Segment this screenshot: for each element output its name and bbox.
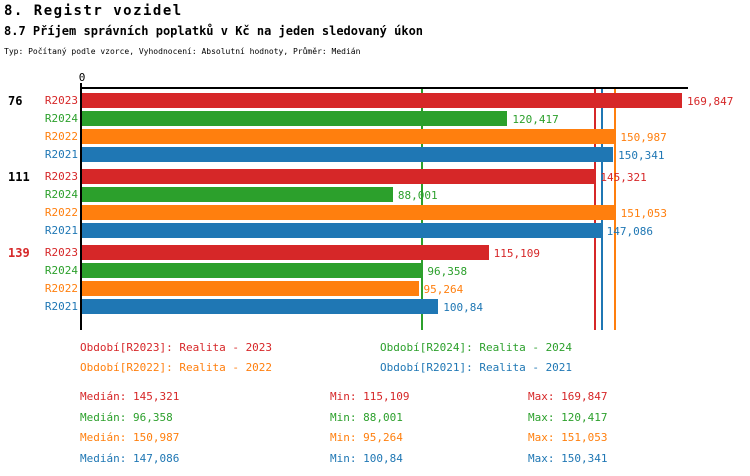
bar-value-label: 96,358 xyxy=(427,265,468,278)
bar-value-label: 169,847 xyxy=(687,95,734,108)
legend-item-r2023: Období[R2023]: Realita - 2023 xyxy=(80,341,273,354)
stat-min-r2024: Min: 88,001 xyxy=(330,411,403,424)
series-label-r2023: R2023 xyxy=(44,170,78,183)
bar-r2024 xyxy=(82,187,393,202)
stat-min-r2022: Min: 95,264 xyxy=(330,431,403,444)
legend-item-r2024: Období[R2024]: Realita - 2024 xyxy=(380,341,573,354)
chart-title: 8.7 Příjem správních poplatků v Kč na je… xyxy=(4,24,424,38)
stat-median-r2024: Medián: 96,358 xyxy=(80,411,173,424)
stat-min-r2023: Min: 115,109 xyxy=(330,390,410,403)
series-label-r2021: R2021 xyxy=(44,148,78,161)
chart-meta: Typ: Počítaný podle vzorce, Vyhodnocení:… xyxy=(4,47,361,56)
x-axis-line xyxy=(80,87,688,89)
bar-r2022 xyxy=(82,205,616,220)
series-label-r2023: R2023 xyxy=(44,94,78,107)
bar-value-label: 100,84 xyxy=(443,301,483,314)
bar-value-label: 147,086 xyxy=(606,225,653,238)
bar-r2023 xyxy=(82,245,489,260)
group-label: 139 xyxy=(8,246,30,260)
bar-value-label: 151,053 xyxy=(620,207,667,220)
bar-value-label: 115,109 xyxy=(493,247,540,260)
series-label-r2022: R2022 xyxy=(44,130,78,143)
group-label: 76 xyxy=(8,94,23,108)
series-label-r2021: R2021 xyxy=(44,300,78,313)
bar-value-label: 150,987 xyxy=(620,131,667,144)
bar-r2023 xyxy=(82,169,596,184)
bar-value-label: 120,417 xyxy=(512,113,559,126)
group-label: 111 xyxy=(8,170,30,184)
bar-r2022 xyxy=(82,281,419,296)
legend-item-r2021: Období[R2021]: Realita - 2021 xyxy=(380,361,573,374)
stat-median-r2023: Medián: 145,321 xyxy=(80,390,180,403)
stat-max-r2024: Max: 120,417 xyxy=(528,411,608,424)
bar-r2023 xyxy=(82,93,682,108)
x-axis-tick-label-zero: 0 xyxy=(78,71,86,84)
series-label-r2023: R2023 xyxy=(44,246,78,259)
stat-median-r2022: Medián: 150,987 xyxy=(80,431,180,444)
series-label-r2021: R2021 xyxy=(44,224,78,237)
y-axis-line xyxy=(80,83,82,330)
series-label-r2024: R2024 xyxy=(44,188,78,201)
bar-value-label: 88,001 xyxy=(397,189,438,202)
report-title: 8. Registr vozidel xyxy=(4,3,183,19)
bar-r2021 xyxy=(82,147,614,162)
legend-item-r2022: Období[R2022]: Realita - 2022 xyxy=(80,361,273,374)
bar-value-label: 150,341 xyxy=(618,149,665,162)
series-label-r2022: R2022 xyxy=(44,206,78,219)
stat-max-r2021: Max: 150,341 xyxy=(528,452,608,465)
bar-r2024 xyxy=(82,263,423,278)
stat-median-r2021: Medián: 147,086 xyxy=(80,452,180,465)
bar-r2024 xyxy=(82,111,508,126)
bar-r2022 xyxy=(82,129,616,144)
stat-max-r2023: Max: 169,847 xyxy=(528,390,608,403)
series-label-r2024: R2024 xyxy=(44,112,78,125)
bar-r2021 xyxy=(82,299,439,314)
series-label-r2022: R2022 xyxy=(44,282,78,295)
series-label-r2024: R2024 xyxy=(44,264,78,277)
bar-value-label: 95,264 xyxy=(423,283,464,296)
bar-value-label: 145,321 xyxy=(600,171,647,184)
bar-r2021 xyxy=(82,223,602,238)
stat-max-r2022: Max: 151,053 xyxy=(528,431,608,444)
stat-min-r2021: Min: 100,84 xyxy=(330,452,403,465)
